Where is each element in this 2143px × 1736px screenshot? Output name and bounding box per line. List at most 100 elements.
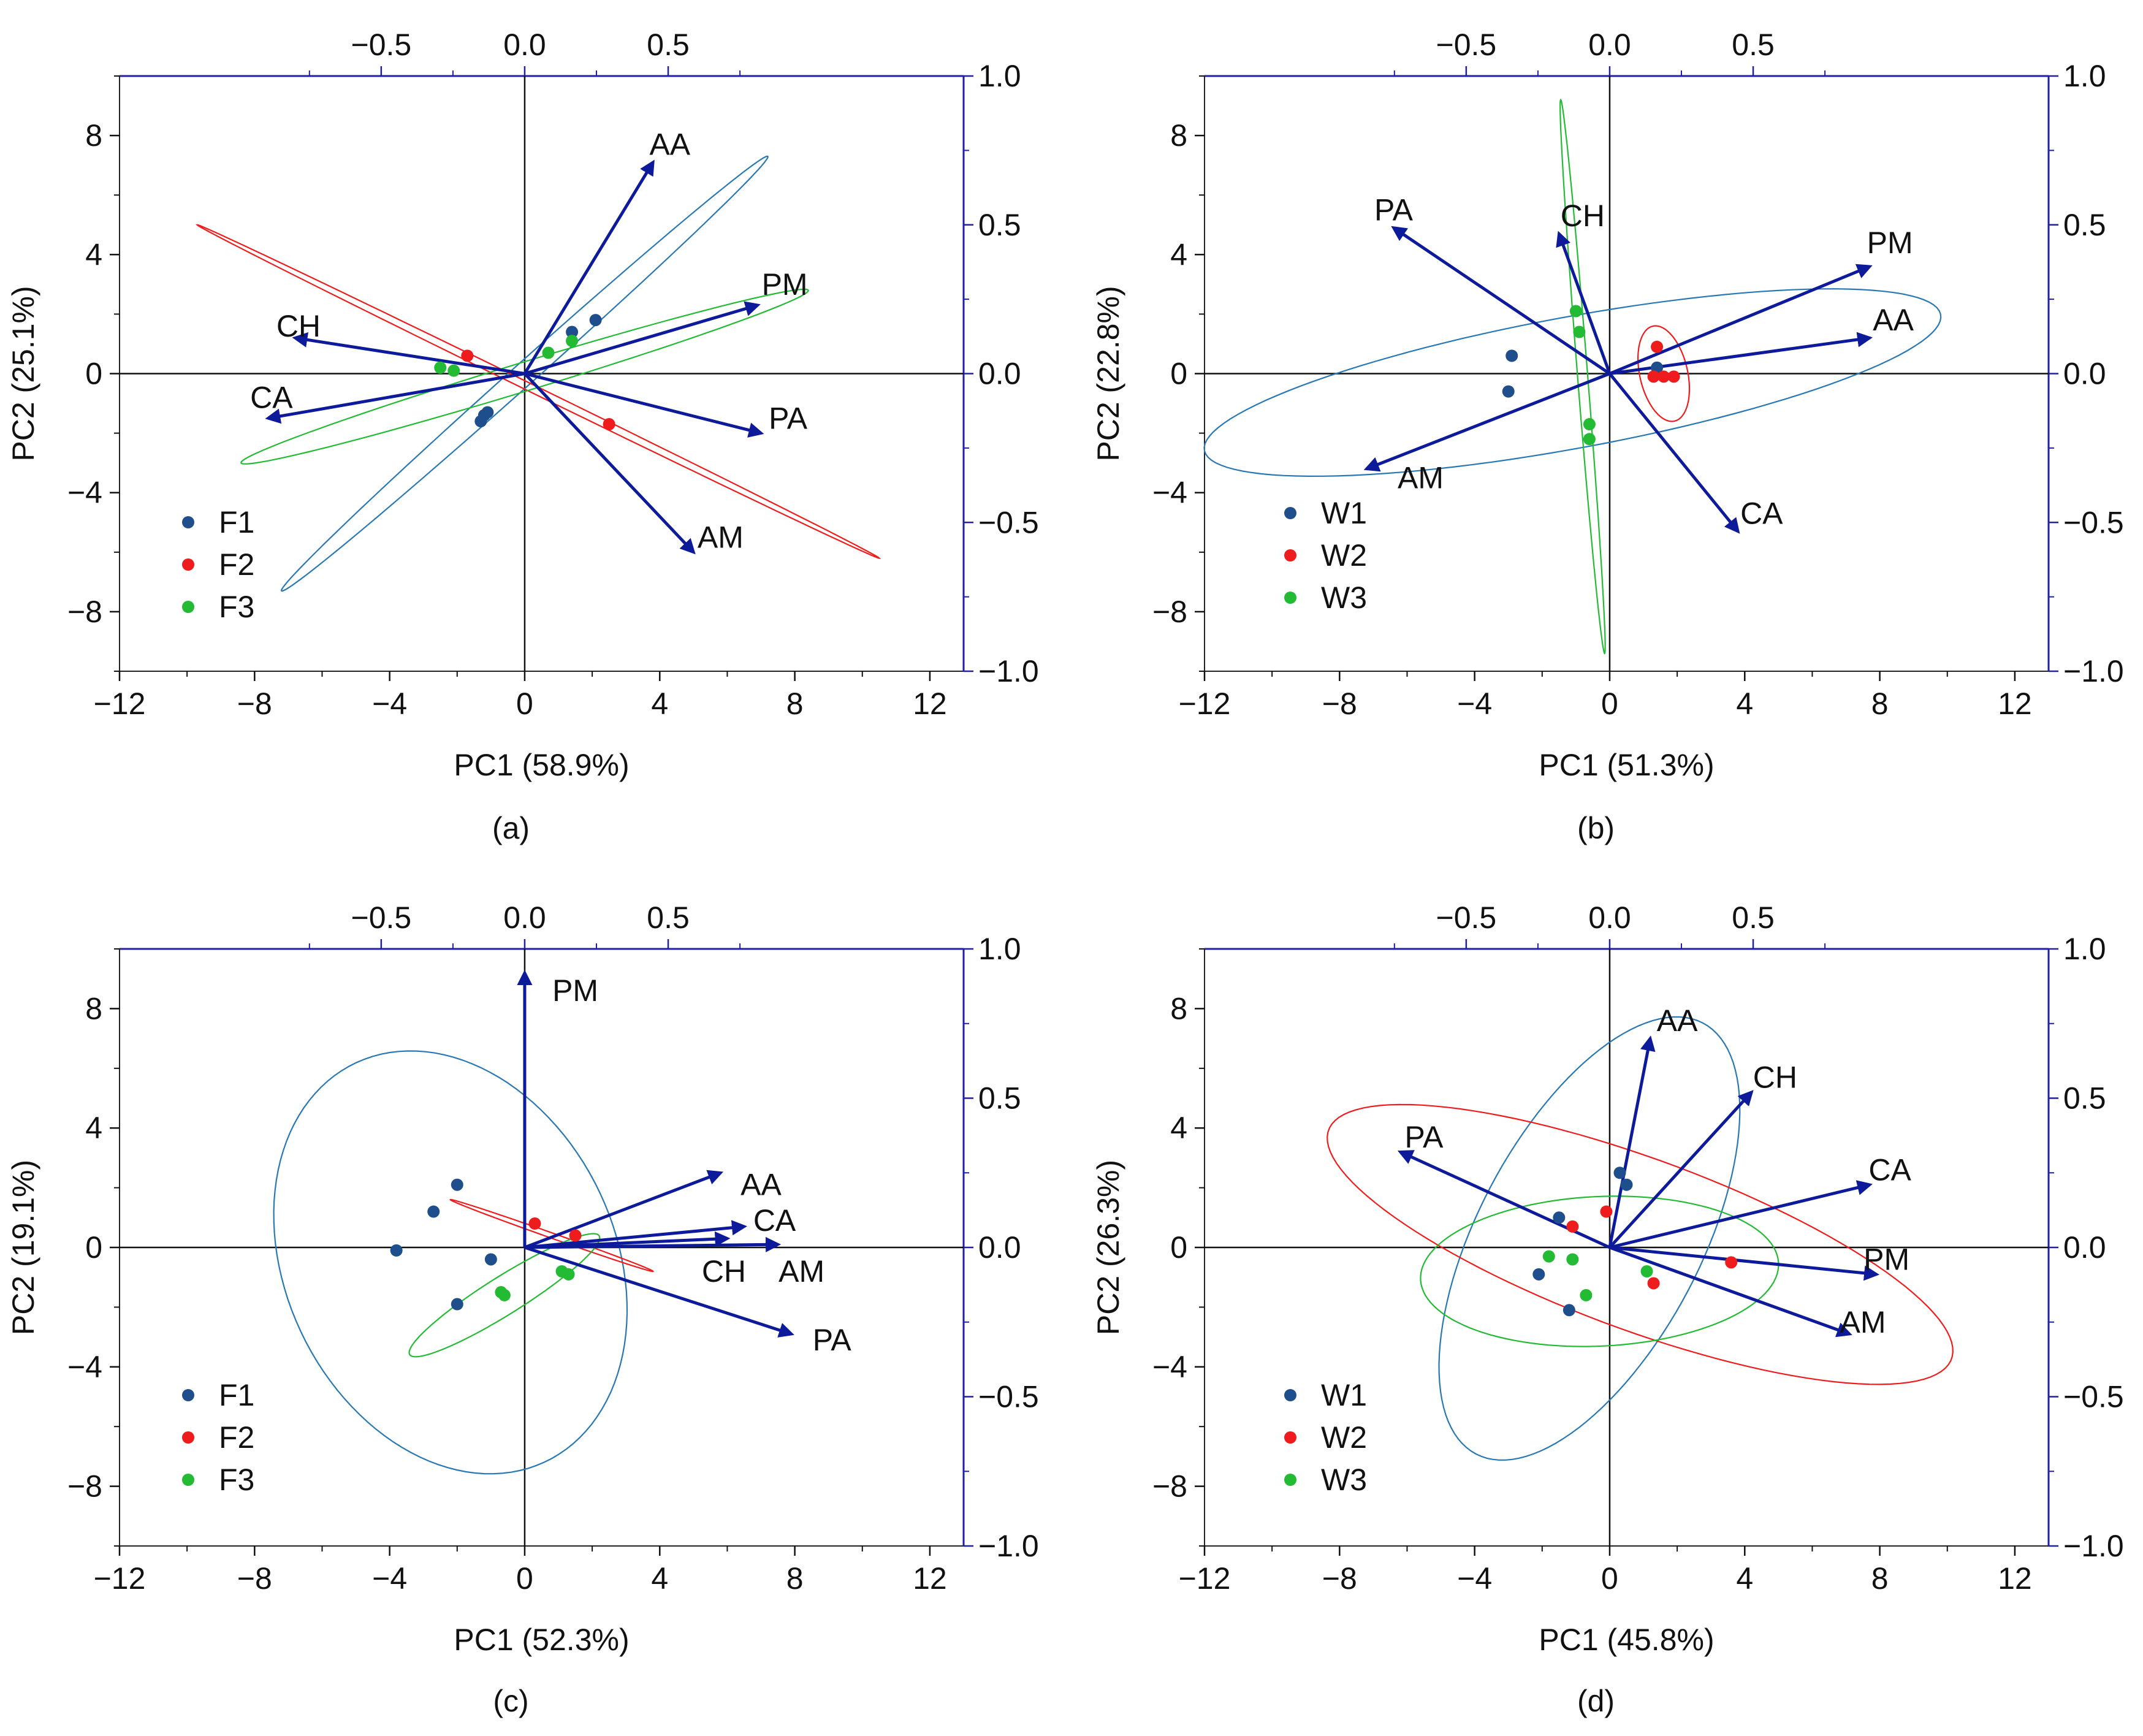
y-tick-label: −4 [67,476,102,510]
y-tick-label: 8 [1170,118,1187,153]
y-tick-label: 0 [85,357,102,391]
score-point-w2 [1651,340,1664,353]
score-point-f1 [484,1253,497,1266]
legend-label-f1: F1 [219,1378,254,1412]
legend-label-f3: F3 [219,590,254,624]
loading-arrow-aa [524,1170,724,1249]
score-point-w3 [1580,1289,1593,1301]
y-tick-label: 0 [85,1230,102,1265]
confidence-ellipse-f2 [449,1198,655,1273]
loading-label-ch: CH [1753,1060,1797,1094]
score-point-w2 [1725,1256,1738,1269]
panel-caption: (a) [492,811,530,845]
score-point-f3 [498,1289,511,1301]
loading-arrow-pa [524,372,764,438]
score-point-w1 [1613,1167,1626,1179]
score-point-f1 [474,415,487,428]
loading-arrow-ch [292,332,525,375]
y-tick-label: 0 [1170,357,1187,391]
x-tick-label: 8 [786,1561,804,1596]
loading-arrow-aa [1609,332,1873,375]
loading-arrow-ca [265,372,525,424]
confidence-ellipse-w1 [1203,288,1942,478]
y-tick-label: 8 [85,991,102,1026]
score-point-w2 [1600,1205,1613,1218]
score-point-w3 [1640,1265,1653,1277]
loading-label-am: AM [698,520,744,555]
score-point-f3 [434,361,447,374]
top-tick-label: 0.5 [1732,28,1775,62]
top-tick-label: −0.5 [351,900,412,935]
legend-label-w1: W1 [1321,496,1367,530]
score-point-w1 [1620,1178,1633,1191]
loading-label-pm: PM [762,267,808,302]
legend-label-f2: F2 [219,547,254,582]
right-tick-label: 0.0 [2063,1230,2106,1265]
x-axis-title: PC1 (58.9%) [454,748,629,782]
y-tick-label: 4 [85,237,102,272]
score-point-w3 [1573,326,1586,338]
right-tick-label: 1.0 [2063,59,2106,93]
score-point-w3 [1569,305,1582,318]
x-tick-label: −12 [94,687,146,721]
score-point-w3 [1566,1253,1579,1266]
legend-label-w2: W2 [1321,538,1367,573]
loading-label-pa: PA [769,401,808,435]
right-tick-label: 0.5 [978,208,1021,242]
x-tick-label: −4 [372,1561,407,1596]
legend-marker-w3 [1284,1474,1296,1486]
legend-label-w2: W2 [1321,1420,1367,1455]
right-tick-label: −1.0 [2063,1529,2124,1563]
top-tick-label: 0.0 [1588,900,1631,935]
score-point-f1 [427,1205,440,1218]
right-tick-label: −0.5 [2063,1380,2124,1414]
x-tick-label: 8 [1871,1561,1889,1596]
legend-label-w3: W3 [1321,1463,1367,1497]
confidence-ellipse-f2 [196,224,881,559]
right-tick-label: 1.0 [978,932,1021,966]
y-tick-label: −8 [1152,1469,1187,1504]
y-tick-label: −4 [1152,476,1187,510]
right-tick-label: −0.5 [978,1380,1039,1414]
loading-arrow-aa [523,159,655,375]
score-point-w2 [1667,370,1680,383]
legend-marker-w3 [1284,592,1296,604]
loading-label-ch: CH [276,309,321,343]
right-tick-label: 0.0 [2063,357,2106,391]
y-tick-label: 4 [1170,237,1187,272]
right-tick-label: −1.0 [2063,654,2124,688]
loading-label-aa: AA [1873,303,1914,337]
x-tick-label: 0 [516,687,533,721]
x-tick-label: 0 [1601,687,1618,721]
right-tick-label: 0.5 [978,1081,1021,1116]
top-tick-label: 0.0 [503,900,546,935]
score-point-w1 [1563,1304,1575,1317]
panel-caption: (c) [493,1684,528,1718]
x-axis-title: PC1 (51.3%) [1539,748,1714,782]
y-tick-label: 0 [1170,1230,1187,1265]
panel-caption: (b) [1577,811,1615,845]
loading-label-ch: CH [702,1254,746,1289]
loading-label-am: AM [1398,460,1444,495]
x-tick-label: 12 [913,687,947,721]
score-point-w1 [1505,349,1518,362]
loading-label-pm: PM [1867,226,1913,260]
score-point-f3 [447,364,460,377]
top-tick-label: 0.5 [647,28,690,62]
loading-label-am: AM [778,1254,824,1289]
y-axis-title: PC2 (19.1%) [6,1160,40,1335]
loading-arrow-pm [1609,264,1873,375]
x-tick-label: 4 [651,687,668,721]
panel-a: −12 −8 −4 0 4 8 12 −8 −4 0 4 8 −0.5 0.0 0.5 −1.0 −0.5 0.0… [6,28,1039,845]
y-tick-label: −8 [67,595,102,629]
x-tick-label: −8 [237,1561,272,1596]
score-point-f1 [390,1244,403,1257]
top-tick-label: 0.0 [503,28,546,62]
legend-marker-f2 [182,1431,194,1444]
legend-marker-w1 [1284,1389,1296,1401]
x-tick-label: −4 [1457,687,1492,721]
score-point-f2 [461,349,474,362]
y-tick-label: −4 [1152,1350,1187,1384]
x-tick-label: −12 [1179,1561,1231,1596]
